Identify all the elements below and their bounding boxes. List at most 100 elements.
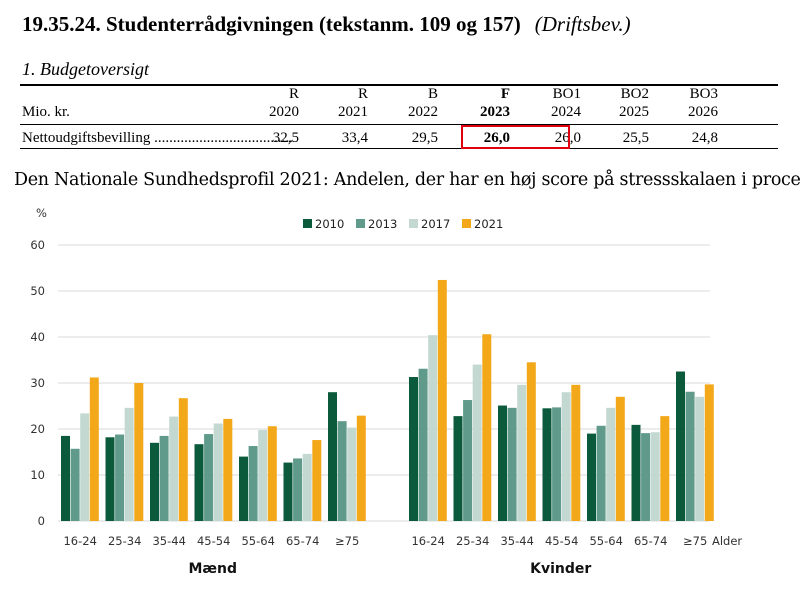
bar (283, 462, 293, 521)
bar (561, 392, 571, 521)
x-tick-label: 16-24 (63, 534, 96, 548)
bar (293, 458, 303, 521)
x-tick-label: ≥75 (335, 534, 359, 548)
bar (437, 279, 447, 521)
bar (428, 335, 438, 521)
legend-label: 2021 (474, 217, 503, 231)
bar (571, 384, 581, 521)
x-tick-label: ≥75 (683, 534, 707, 548)
section-title: 19.35.24. Studenterrådgivningen (tekstan… (22, 12, 631, 37)
bar (498, 405, 507, 521)
y-tick-label: 40 (30, 330, 45, 344)
x-tick-label: 25-34 (456, 534, 489, 548)
bar (409, 377, 418, 521)
bar (267, 426, 277, 521)
bar (328, 392, 337, 521)
x-tick-label: 25-34 (108, 534, 141, 548)
col-year-5: 2025 (619, 104, 649, 120)
legend-label: 2010 (315, 217, 344, 231)
bar (472, 364, 482, 521)
legend-label: 2013 (368, 217, 397, 231)
bar (115, 434, 125, 521)
x-tick-label: 45-54 (197, 534, 230, 548)
bar (89, 377, 99, 521)
row-label: Nettoudgiftsbevilling ..................… (22, 130, 293, 146)
bar (80, 413, 90, 521)
bar (302, 453, 312, 521)
x-tick-label: 16-24 (411, 534, 444, 548)
col-year-6: 2026 (688, 104, 718, 120)
bar (150, 442, 159, 521)
col-type-3: F (500, 86, 510, 102)
x-tick-label: 65-74 (286, 534, 319, 548)
value-cell-3: 26,0 (483, 130, 510, 146)
x-tick-label: 45-54 (545, 534, 578, 548)
x-tick-label: 35-44 (500, 534, 533, 548)
bar (596, 425, 606, 521)
bar (660, 416, 670, 521)
bar (312, 440, 322, 521)
y-tick-label: 0 (38, 514, 45, 528)
bar (223, 418, 233, 521)
bar (248, 446, 258, 521)
col-type-5: BO2 (620, 86, 649, 102)
bar (650, 432, 660, 521)
bar (347, 427, 357, 521)
y-tick-label: 50 (30, 284, 45, 298)
col-type-4: BO1 (552, 86, 581, 102)
y-axis-label: % (36, 206, 47, 220)
legend-swatch (303, 219, 312, 228)
bar (134, 383, 144, 521)
col-type-1: R (357, 86, 368, 102)
bar (704, 384, 714, 521)
x-tick-label: 65-74 (634, 534, 667, 548)
bar (194, 444, 204, 521)
stress-bar-chart: 2010 2013 2017 2021 0 10 20 30 40 50 60% 16-24 25-3… (30, 206, 742, 577)
y-tick-label: 10 (30, 468, 45, 482)
value-cell-0: 32,5 (272, 130, 299, 146)
col-year-0: 2020 (269, 104, 299, 120)
legend-swatch (462, 219, 471, 228)
table-top-rule (20, 84, 778, 86)
bar (676, 371, 685, 521)
bar (482, 334, 492, 521)
section-subtitle: 1. Budgetoversigt (22, 59, 149, 79)
legend-swatch (356, 219, 365, 228)
title-text: 19.35.24. Studenterrådgivningen (tekstan… (22, 12, 521, 36)
bar (463, 400, 473, 521)
bar (258, 429, 268, 521)
bar (213, 423, 223, 521)
col-year-4: 2024 (551, 104, 581, 120)
bar (615, 396, 625, 521)
bar (337, 421, 347, 521)
col-type-6: BO3 (689, 86, 718, 102)
x-tick-label: 35-44 (152, 534, 185, 548)
value-cell-1: 33,4 (341, 130, 368, 146)
bar (453, 416, 463, 521)
bar (517, 384, 527, 521)
title-status: (Driftsbev.) (534, 12, 631, 36)
bar (204, 434, 214, 521)
col-year-2: 2022 (408, 104, 438, 120)
table-bottom-rule (20, 148, 778, 149)
bar (105, 437, 115, 521)
bar (356, 415, 366, 521)
legend-label: 2017 (421, 217, 450, 231)
col-type-0: R (288, 86, 299, 102)
bar (239, 456, 248, 521)
bar (631, 424, 641, 521)
chart-caption: Den Nationale Sundhedsprofil 2021: Andel… (14, 170, 800, 190)
highlight-box (461, 125, 570, 149)
x-tick-label: 55-64 (241, 534, 274, 548)
bar (641, 433, 651, 521)
bar (542, 408, 552, 521)
value-cell-2: 29,5 (411, 130, 438, 146)
legend-swatch (409, 219, 418, 228)
table-header-rule (20, 124, 778, 125)
bar (61, 435, 70, 521)
value-cell-5: 25,5 (622, 130, 649, 146)
group-label: Mænd (188, 561, 237, 577)
bar (124, 407, 134, 521)
bar (159, 435, 169, 521)
x-tick-label: 55-64 (589, 534, 622, 548)
